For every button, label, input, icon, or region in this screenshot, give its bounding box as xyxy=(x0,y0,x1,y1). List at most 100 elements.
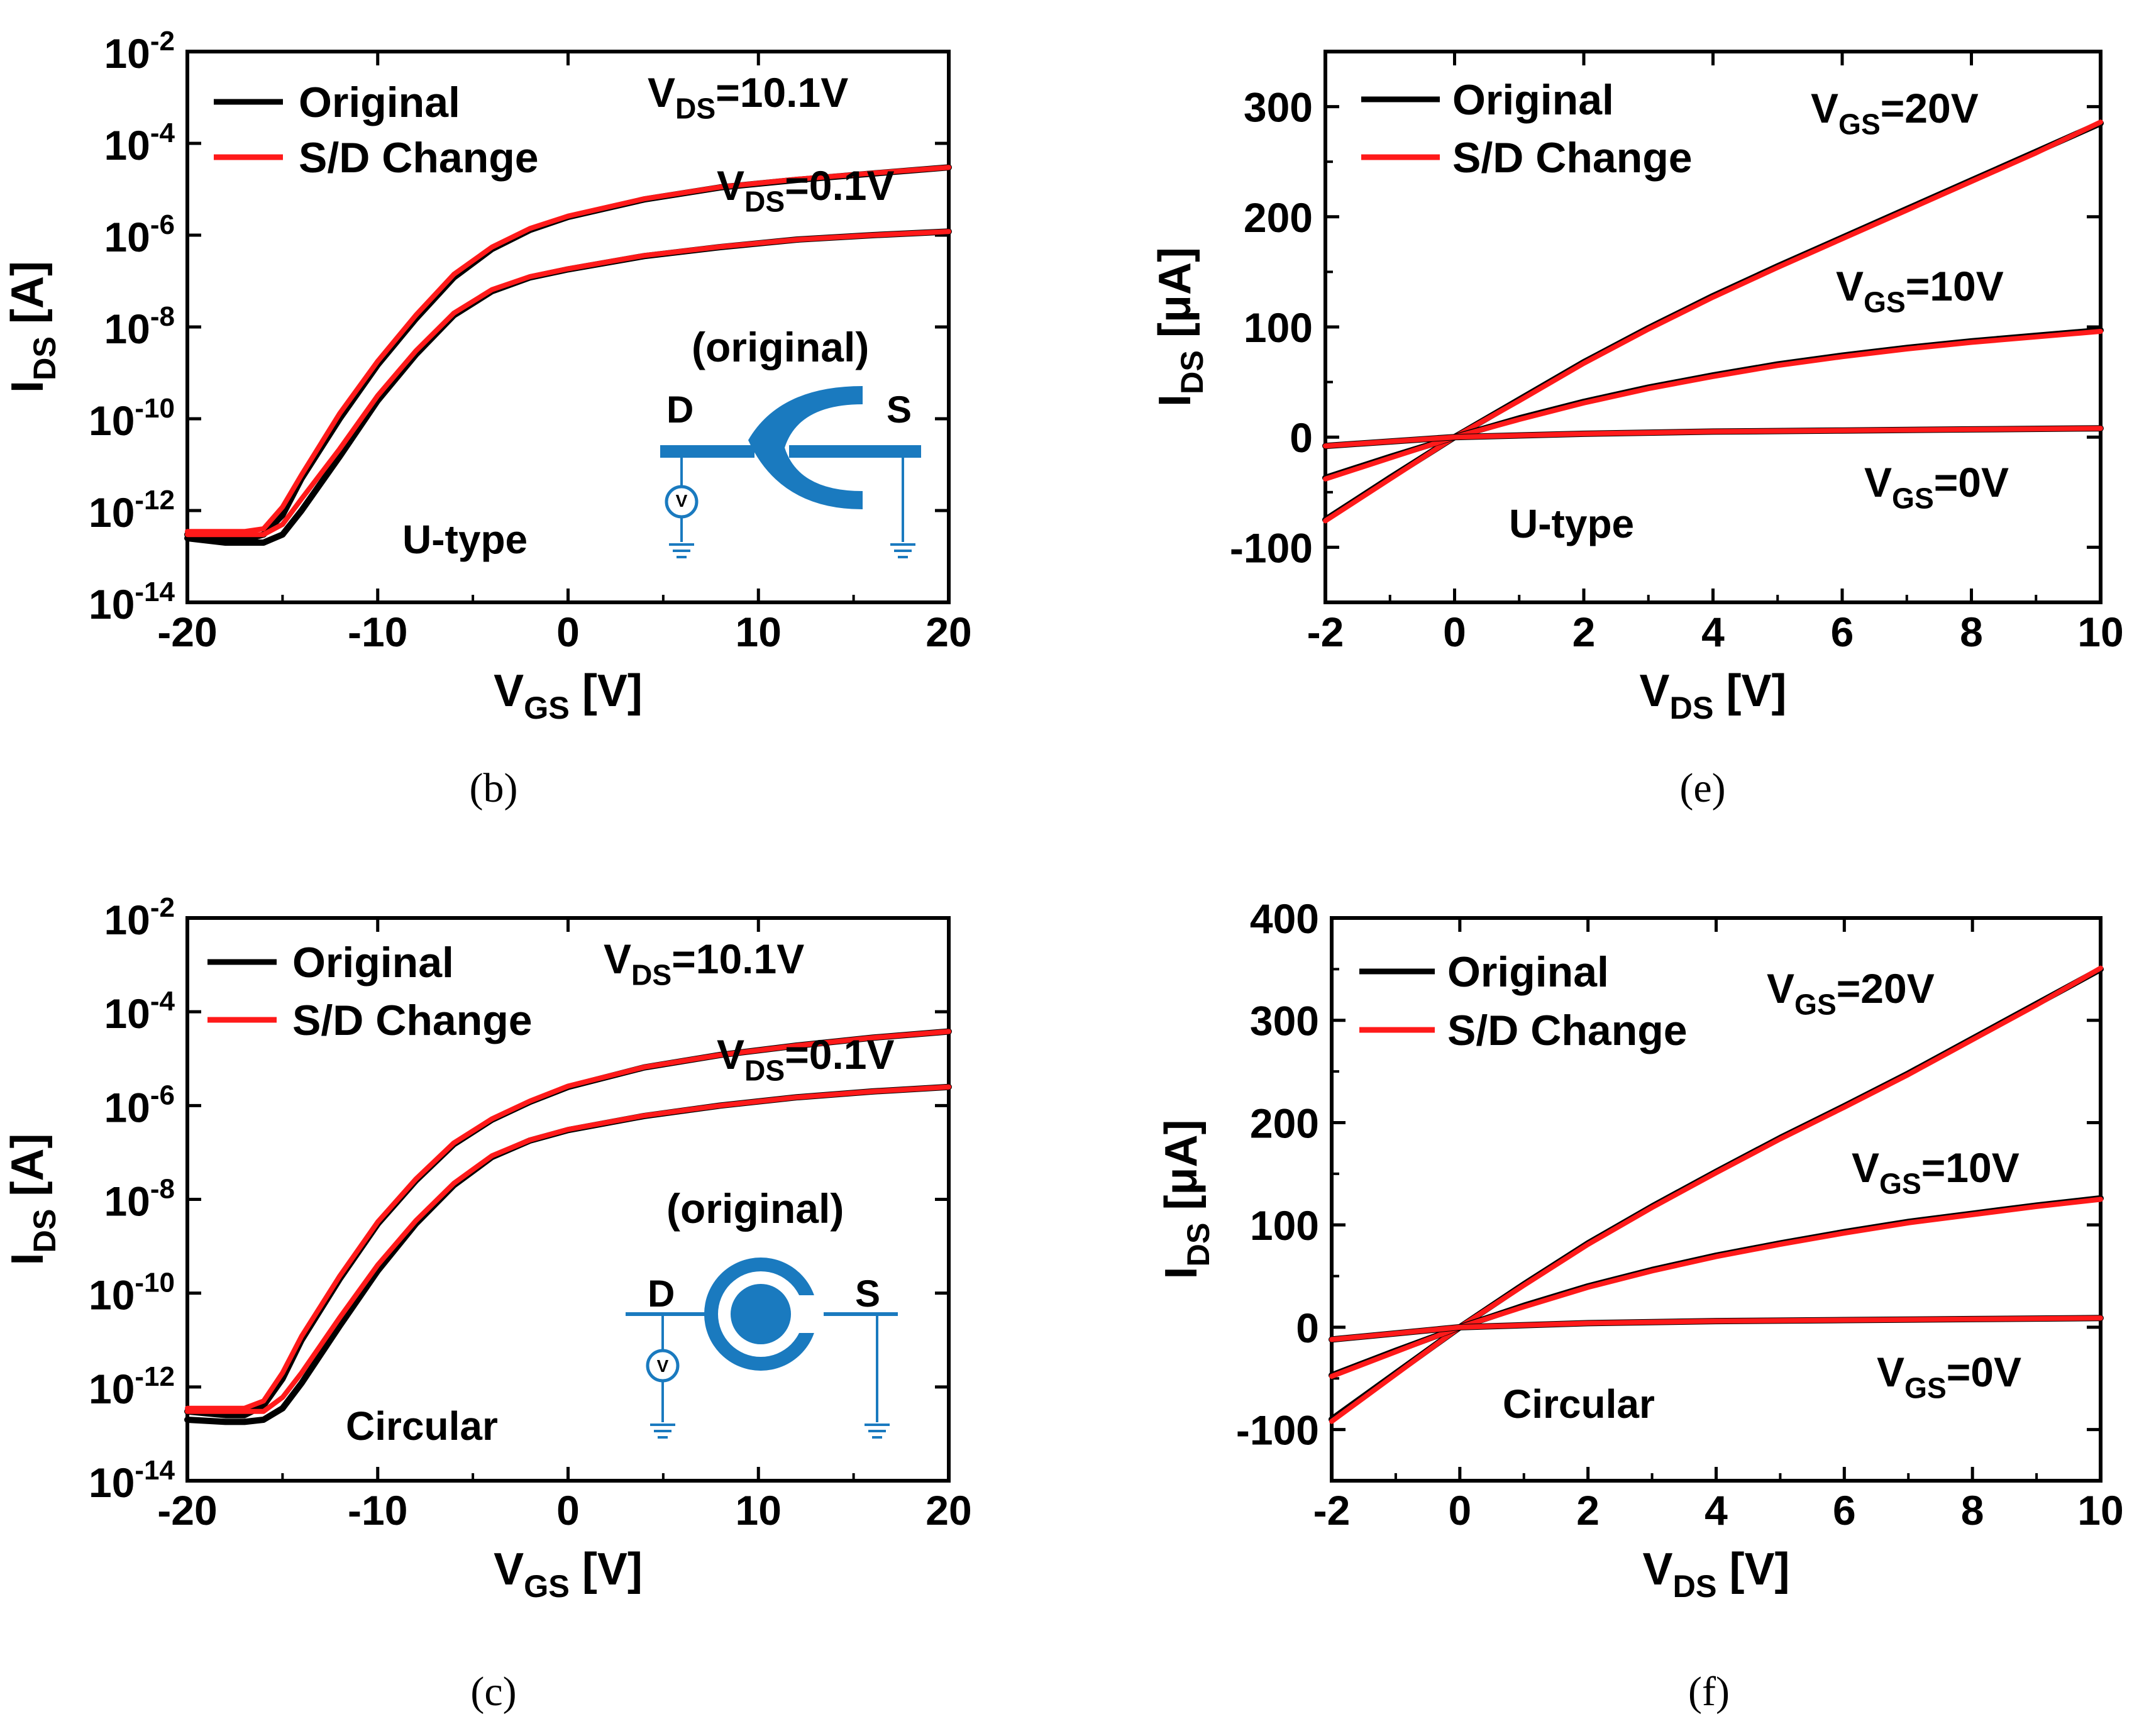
y-tick-label: 10-14 xyxy=(89,1455,175,1506)
annotation-gs-20v: VGS=20V xyxy=(1811,85,1979,140)
y-tick-label: 300 xyxy=(1250,998,1319,1044)
x-axis-label: VGS [V] xyxy=(494,1544,643,1604)
circular-source-dot xyxy=(731,1284,791,1344)
annotation-d: D xyxy=(666,389,693,431)
annotation-ds-10-1v: VDS=10.1V xyxy=(648,69,848,124)
x-tick-label: -10 xyxy=(348,1487,407,1534)
annotation-gs-20v: VGS=20V xyxy=(1767,965,1935,1020)
y-tick-label: 300 xyxy=(1244,84,1313,131)
x-tick-label: 10 xyxy=(736,609,782,655)
series-original-10v xyxy=(1322,327,2104,481)
y-axis-label: IDS [A] xyxy=(3,261,62,393)
legend-label-original: Original xyxy=(1452,76,1614,124)
annotation-original: (original) xyxy=(692,324,869,370)
x-tick-label: -10 xyxy=(348,609,407,655)
panel-caption: (e) xyxy=(1679,765,1725,811)
annotation-gs-10v: VGS=10V xyxy=(1836,263,2004,318)
y-tick-label: -100 xyxy=(1236,1407,1319,1454)
y-axis-label: IDS [μA] xyxy=(1150,247,1210,407)
panel-b: -20 -10 0 10 20 10-14 10-12 10-10 10-8 10-6 10-4 10… xyxy=(3,26,972,811)
x-tick-label: 20 xyxy=(926,1487,971,1534)
x-tick-label: 6 xyxy=(1833,1487,1856,1534)
annotation-s: S xyxy=(855,1273,880,1315)
x-tick-label: 0 xyxy=(556,609,580,655)
x-tick-label: 20 xyxy=(926,609,971,655)
annotation-gs-10v: VGS=10V xyxy=(1852,1144,2020,1200)
x-tick-label: 8 xyxy=(1961,1487,1984,1534)
y-tick-label: 100 xyxy=(1244,304,1313,351)
series-sd-change-0v xyxy=(1329,1315,2103,1342)
x-tick-label: 8 xyxy=(1960,609,1983,655)
y-axis-label: IDS [A] xyxy=(3,1134,62,1266)
annotation-v: V xyxy=(657,1356,669,1376)
annotation-circular: Circular xyxy=(346,1403,498,1449)
panel-f: -2 0 2 4 6 8 10 -100 0 100 200 300 400 VDS [V] IDS [μA… xyxy=(1156,895,2124,1715)
annotation-d: D xyxy=(648,1273,675,1315)
series-sd-change-10p1v xyxy=(185,1029,951,1411)
annotation-u-type: U-type xyxy=(1509,501,1634,546)
x-tick-label: 10 xyxy=(736,1487,782,1534)
x-tick-label: -20 xyxy=(157,1487,217,1534)
legend-label-sd-change: S/D Change xyxy=(299,134,539,182)
annotation-original: (original) xyxy=(666,1185,844,1232)
y-tick-label: 10-2 xyxy=(104,892,175,943)
y-tick-label: 10-10 xyxy=(89,1268,175,1319)
x-tick-label: 10 xyxy=(2077,1487,2123,1534)
x-tick-label: 6 xyxy=(1831,609,1854,655)
x-axis-label: VGS [V] xyxy=(494,666,643,726)
y-tick-label: 10-6 xyxy=(104,1080,175,1131)
y-tick-label: 10-8 xyxy=(104,1174,175,1225)
y-tick-label: -100 xyxy=(1230,524,1313,571)
x-tick-label: -2 xyxy=(1313,1487,1351,1534)
legend-label-original: Original xyxy=(1447,948,1609,996)
annotation-circular: Circular xyxy=(1503,1381,1655,1427)
y-tick-label: 0 xyxy=(1290,414,1313,461)
panel-caption: (f) xyxy=(1688,1669,1730,1715)
y-tick-label: 10-4 xyxy=(104,118,175,169)
series-sd-change-10p1v xyxy=(185,165,951,534)
legend-label-original: Original xyxy=(292,939,454,987)
y-tick-label: 10-12 xyxy=(89,1361,175,1412)
x-tick-label: 2 xyxy=(1572,609,1596,655)
panel-e: -2 0 2 4 6 8 10 -100 0 100 200 300 VDS [V] IDS [μA] Or… xyxy=(1150,50,2124,811)
drain-lead xyxy=(660,445,754,458)
x-tick-label: -2 xyxy=(1307,609,1344,655)
y-tick-label: 0 xyxy=(1296,1305,1319,1351)
plot-frame xyxy=(1330,916,2103,1483)
y-tick-label: 10-4 xyxy=(104,986,175,1037)
x-tick-label: 0 xyxy=(1448,1487,1471,1534)
annotation-ds-0-1v: VDS=0.1V xyxy=(717,162,895,218)
x-tick-label: 4 xyxy=(1701,609,1725,655)
legend-label-original: Original xyxy=(299,79,460,126)
y-tick-label: 200 xyxy=(1250,1100,1319,1146)
annotation-gs-0v: VGS=0V xyxy=(1877,1349,2021,1404)
series-sd-change-10v xyxy=(1323,329,2103,482)
y-tick-label: 10-12 xyxy=(89,485,175,536)
x-axis-label: VDS [V] xyxy=(1642,1544,1789,1604)
x-axis-label: VDS [V] xyxy=(1639,666,1786,726)
y-tick-label: 200 xyxy=(1244,194,1313,241)
y-tick-label: 400 xyxy=(1250,895,1319,942)
annotation-ds-0-1v: VDS=0.1V xyxy=(717,1031,895,1086)
plot-frame xyxy=(1323,50,2103,604)
legend-label-sd-change: S/D Change xyxy=(1452,134,1693,182)
panel-caption: (c) xyxy=(470,1669,516,1715)
source-electrode xyxy=(789,445,921,458)
y-tick-label: 10-6 xyxy=(104,209,175,260)
y-axis-label: IDS [μA] xyxy=(1156,1119,1216,1279)
y-tick-label: 100 xyxy=(1250,1202,1319,1249)
x-tick-label: 2 xyxy=(1576,1487,1600,1534)
y-tick-label: 10-10 xyxy=(89,393,175,444)
series-sd-change-0p1v xyxy=(185,1084,951,1414)
panel-c: -20 -10 0 10 20 10-14 10-12 10-10 10-8 10-6 10-4 10… xyxy=(3,892,972,1715)
u-drain-electrode xyxy=(748,386,863,509)
series-sd-change-0v xyxy=(1323,426,2103,449)
x-tick-label: 10 xyxy=(2077,609,2123,655)
x-tick-label: 4 xyxy=(1705,1487,1728,1534)
x-tick-label: -20 xyxy=(157,609,217,655)
annotation-ds-10-1v: VDS=10.1V xyxy=(604,936,804,991)
y-tick-label: 10-2 xyxy=(104,26,175,77)
legend-label-sd-change: S/D Change xyxy=(292,997,533,1044)
x-tick-label: 0 xyxy=(556,1487,580,1534)
